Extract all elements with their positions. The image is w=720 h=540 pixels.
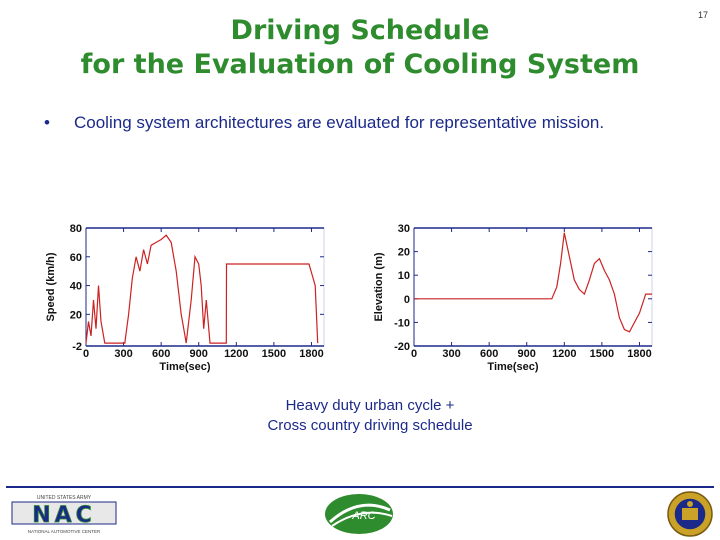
speed-series-line-0 [85, 234, 319, 344]
caption-line-2: Cross country driving schedule [267, 417, 473, 434]
speed-y-tick-label-3: 80 [70, 223, 82, 235]
bullet-dot-icon: • [44, 113, 50, 132]
elevation-x-axis-label: Time(sec) [487, 361, 538, 373]
elevation-y-tick-label-4: 20 [398, 247, 410, 259]
elevation-y-axis-label: Elevation (m) [373, 252, 385, 321]
speed-x-axis-label: Time(sec) [159, 361, 210, 373]
caption-line-1: Heavy duty urban cycle + [285, 397, 455, 414]
nac-logo-top-text: UNITED STATES ARMY [37, 495, 92, 501]
arc-logo: ARC [325, 494, 393, 534]
elevation-x-tick-label-5: 1500 [590, 348, 614, 360]
figure-caption: Heavy duty urban cycle + Cross country d… [180, 396, 560, 436]
speed-x-tick-label-0: 0 [83, 348, 89, 360]
title-line-2: for the Evaluation of Cooling System [80, 49, 640, 80]
speed-y-tick-label-bottom: -2 [72, 341, 82, 353]
elevation-y-tick-label-0: -20 [394, 341, 410, 353]
speed-x-tick-label-5: 1500 [262, 348, 286, 360]
speed-x-tick-label-3: 900 [190, 348, 208, 360]
nac-logo-main-text: NAC [32, 503, 96, 528]
speed-x-tick-label-1: 300 [114, 348, 132, 360]
footer-divider [6, 486, 714, 488]
arc-logo-text: ARC [351, 510, 375, 522]
speed-x-tick-label-2: 600 [152, 348, 170, 360]
slide-number: 17 [697, 10, 708, 20]
university-seal [667, 491, 713, 537]
elevation-x-tick-label-4: 1200 [552, 348, 576, 360]
elevation-series-line-0 [414, 232, 652, 333]
title-line-1: Driving Schedule [230, 15, 490, 46]
elevation-plot-frame [413, 227, 653, 347]
nac-logo: UNITED STATES ARMY NAC NATIONAL AUTOMOTI… [8, 492, 120, 536]
elevation-x-tick-label-1: 300 [442, 348, 460, 360]
elevation-x-tick-label-2: 600 [480, 348, 498, 360]
speed-plot-frame [85, 227, 325, 347]
bullet-text: Cooling system architectures are evaluat… [74, 113, 605, 132]
elevation-y-tick-label-5: 30 [398, 223, 410, 235]
speed-y-tick-label-2: 60 [70, 252, 82, 264]
speed-x-tick-label-6: 1800 [299, 348, 323, 360]
elevation-y-tick-label-2: 0 [404, 294, 410, 306]
elevation-y-tick-label-1: -10 [394, 317, 410, 329]
elevation-x-tick-label-3: 900 [518, 348, 536, 360]
nac-logo-bottom-text: NATIONAL AUTOMOTIVE CENTER [28, 529, 101, 534]
elevation-y-tick-label-3: 10 [398, 270, 410, 282]
elevation-chart: 0 300 600 900 1200 1500 1800 -20 -10 0 10 20 30 Time(… [373, 223, 653, 373]
speed-chart: 0 300 600 900 1200 1500 1800 20 40 60 80 -2 Time(sec… [45, 223, 325, 373]
speed-y-tick-label-1: 40 [70, 281, 82, 293]
speed-x-tick-label-4: 1200 [224, 348, 248, 360]
elevation-x-tick-label-6: 1800 [627, 348, 651, 360]
elevation-x-tick-label-0: 0 [411, 348, 417, 360]
slide-title: Driving Schedule for the Evaluation of C… [0, 14, 720, 82]
speed-y-tick-label-0: 20 [70, 309, 82, 321]
speed-y-axis-label: Speed (km/h) [45, 252, 57, 321]
